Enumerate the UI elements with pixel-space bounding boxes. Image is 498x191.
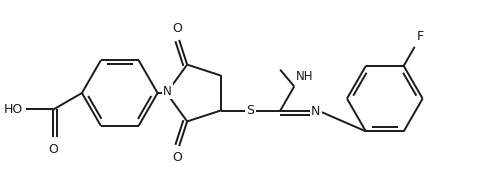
Text: S: S: [247, 104, 254, 117]
Text: O: O: [48, 143, 58, 156]
Text: N: N: [163, 85, 172, 98]
Text: O: O: [172, 151, 182, 164]
Text: HO: HO: [3, 103, 22, 116]
Text: N: N: [311, 105, 321, 118]
Text: F: F: [417, 30, 424, 43]
Text: O: O: [172, 22, 182, 35]
Text: NH: NH: [296, 70, 314, 83]
